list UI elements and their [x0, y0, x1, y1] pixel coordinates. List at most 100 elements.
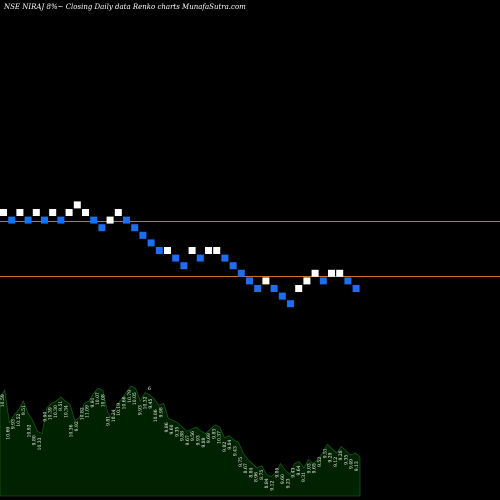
renko-brick-down: [147, 239, 155, 247]
renko-brick-down: [24, 216, 32, 224]
volume-label: 10.08: [100, 394, 106, 407]
volume-label: 9.12: [333, 457, 339, 467]
volume-label: 9.86: [164, 422, 170, 432]
volume-label: 9.35: [174, 427, 180, 437]
volume-area-path: [0, 385, 361, 497]
volume-label: 9.69: [206, 433, 212, 443]
renko-brick-down: [90, 216, 98, 224]
reference-lines: [0, 221, 500, 277]
volume-label: 9.92: [74, 421, 80, 431]
volume-label: 9.03: [306, 463, 312, 473]
volume-label: 10.36: [69, 424, 75, 437]
renko-brick-up: [82, 209, 89, 216]
renko-brick-up: [295, 285, 303, 292]
volume-label: 9.51: [322, 448, 328, 458]
volume-label: 10.30: [53, 405, 59, 418]
volume-label: 9.90: [42, 411, 48, 421]
volume-label: 8.84: [264, 478, 270, 488]
renko-brick-down: [352, 285, 360, 292]
renko-brick-up: [32, 209, 40, 216]
renko-brick-up: [303, 277, 311, 285]
volume-label: 9.35: [343, 455, 349, 465]
volume-label: 9.43: [233, 446, 239, 456]
renko-brick-up: [65, 209, 73, 216]
renko-brick-up: [188, 247, 196, 254]
volume-label: 9.65: [312, 463, 318, 473]
renko-brick-up: [336, 269, 344, 277]
volume-label: 9.81: [106, 416, 112, 426]
chart-title: NSE NIRAJ 8%~ Closing Daily data Renko c…: [3, 3, 246, 11]
volume-label: 9.64: [296, 465, 302, 475]
volume-label: 9.98: [159, 407, 165, 417]
volume-label: 9.23: [285, 478, 291, 488]
volume-label: 9.67: [185, 435, 191, 445]
volume-label: 8.84: [248, 467, 254, 477]
volume-label: 10.37: [217, 431, 223, 444]
volume-label: 9.84: [227, 439, 233, 449]
renko-brick-down: [287, 300, 294, 308]
renko-brick-up: [106, 216, 114, 224]
volume-label: 10.79: [127, 390, 133, 403]
renko-brick-down: [155, 247, 163, 254]
volume-label: 9.51: [21, 405, 27, 415]
renko-brick-down: [319, 277, 327, 285]
renko-brick-down: [41, 216, 48, 224]
renko-brick-down: [8, 216, 16, 224]
renko-brick-down: [270, 285, 278, 292]
renko-brick-down: [237, 269, 245, 277]
volume-label: 10.24: [111, 409, 117, 422]
volume-label: 9.52: [317, 457, 323, 467]
renko-brick-up: [311, 269, 319, 277]
volume-label: 9.31: [301, 472, 307, 482]
renko-brick-down: [172, 254, 180, 262]
renko-brick-down: [221, 254, 229, 262]
renko-brick-down: [98, 224, 106, 232]
renko-brick-down: [57, 216, 65, 224]
volume-label: 11.09: [85, 405, 91, 418]
renko-brick-down: [139, 231, 147, 239]
volume-label: 9.05: [275, 467, 281, 477]
volume-label: 8.67: [243, 463, 249, 473]
volume-label: 10.59: [0, 394, 6, 407]
volume-label: 9.13: [354, 461, 360, 471]
volume-label: 9.29: [328, 452, 334, 462]
renko-brick-down: [344, 277, 352, 285]
volume-label: 8.75: [259, 470, 265, 480]
renko-brick-up: [73, 201, 81, 209]
renko-brick-up: [0, 209, 7, 216]
volume-label: 9.80: [32, 435, 38, 445]
renko-brick-down: [196, 254, 204, 262]
volume-label: 10.66: [122, 396, 128, 409]
volume-label: 10.33: [37, 437, 43, 450]
renko-brick-down: [229, 262, 237, 270]
renko-brick-up: [114, 209, 122, 216]
volume-label: 10.06: [153, 409, 159, 422]
volume-annotation: 6: [148, 386, 151, 392]
renko-brick-down: [246, 277, 253, 285]
volume-label: 9.75: [238, 457, 244, 467]
renko-brick-up: [49, 209, 57, 216]
volume-label: 10.19: [116, 403, 122, 416]
volume-label: 9.43: [291, 467, 297, 477]
renko-brick-down: [254, 285, 262, 292]
volume-label: 9.91: [90, 397, 96, 407]
volume-label: 9.56: [190, 431, 196, 441]
renko-brick-up: [213, 247, 221, 254]
volume-label: 10.82: [79, 407, 85, 420]
volume-label: 8.96: [254, 472, 260, 482]
volume-label: 9.88: [201, 437, 207, 447]
volume-label: 9.60: [280, 474, 286, 484]
volume-label: 9.60: [169, 424, 175, 434]
renko-brick-down: [278, 292, 286, 300]
volume-label: 9.93: [137, 405, 143, 415]
volume-label: 9.28: [338, 450, 344, 460]
renko-brick-up: [205, 247, 212, 254]
volume-label: 10.39: [48, 407, 54, 420]
volume-label: 10.07: [95, 392, 101, 405]
volume-label: 9.12: [270, 480, 276, 490]
renko-brick-down: [131, 224, 139, 232]
volume-label: 10.34: [63, 405, 69, 418]
renko-brick-up: [262, 277, 270, 285]
